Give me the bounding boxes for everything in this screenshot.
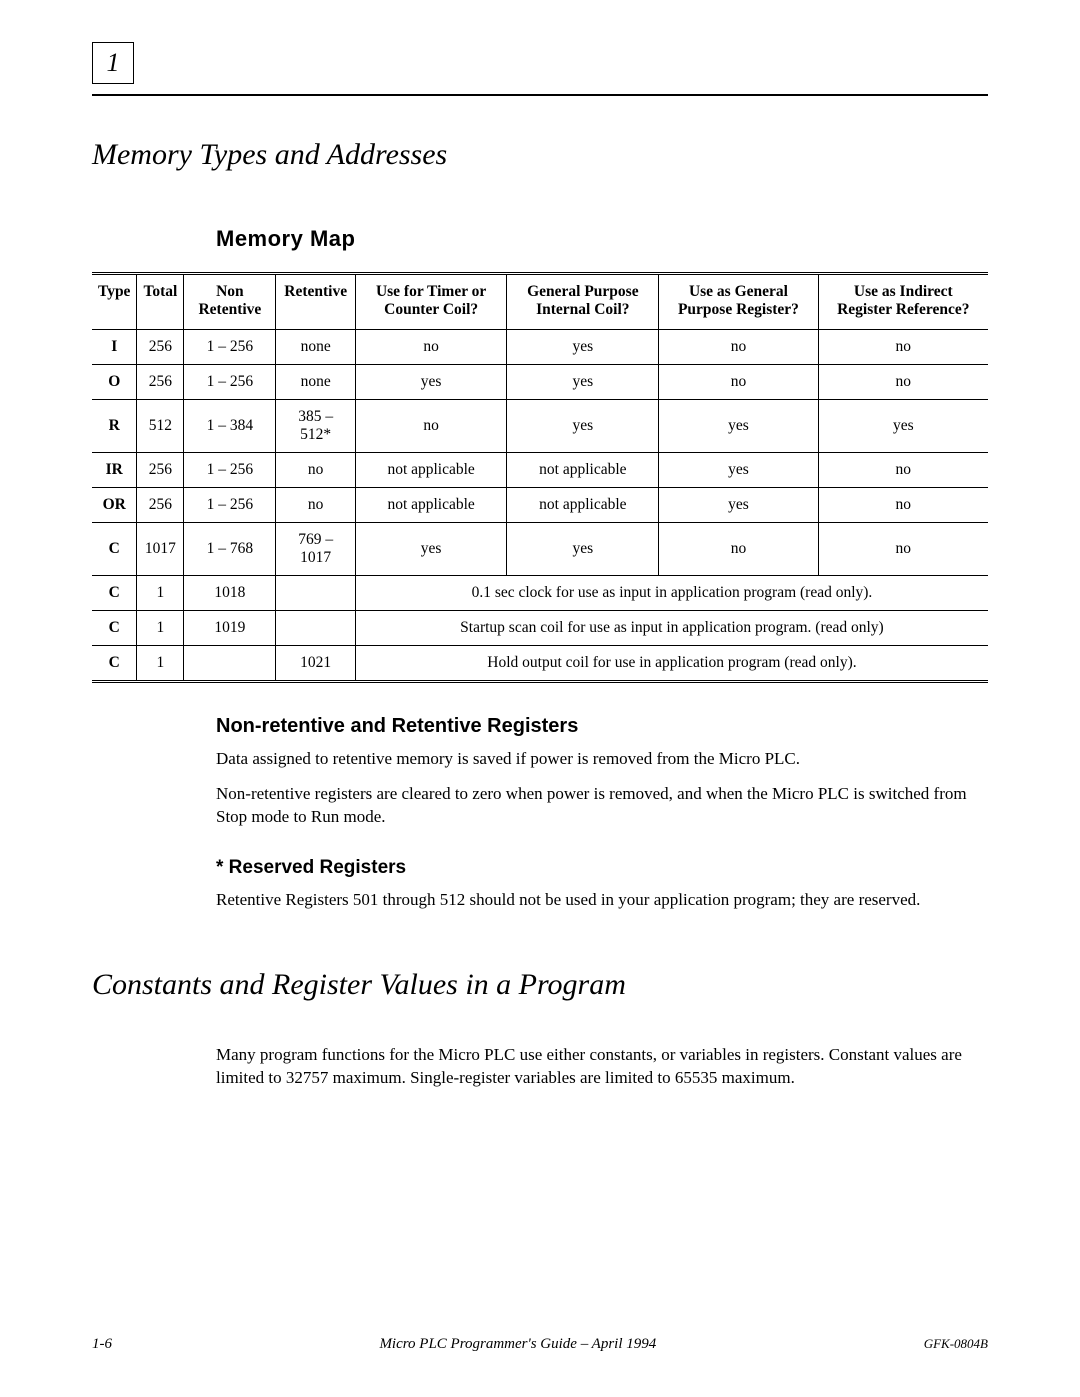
cell-ret: 769 – 1017 xyxy=(276,523,355,576)
cell-gpreg: yes xyxy=(659,453,818,488)
cell-gpcoil: yes xyxy=(507,365,659,400)
subsection-reserved-heading: * Reserved Registers xyxy=(216,857,988,879)
section-title: Memory Types and Addresses xyxy=(92,138,988,172)
cell-gpreg: yes xyxy=(659,400,818,453)
cell-indref: no xyxy=(818,365,988,400)
cell-nonret: 1 – 256 xyxy=(184,365,276,400)
body-paragraph: Many program functions for the Micro PLC… xyxy=(216,1044,988,1090)
cell-gpcoil: not applicable xyxy=(507,453,659,488)
cell-total: 256 xyxy=(137,330,184,365)
cell-timer: yes xyxy=(355,523,506,576)
cell-type: I xyxy=(92,330,137,365)
cell-indref: no xyxy=(818,488,988,523)
cell-indref: no xyxy=(818,523,988,576)
col-gpcoil: General Purpose Internal Coil? xyxy=(507,274,659,330)
cell-ret xyxy=(276,576,355,611)
cell-type: C xyxy=(92,523,137,576)
table-header-row: Type Total Non Retentive Retentive Use f… xyxy=(92,274,988,330)
footer-page-number: 1-6 xyxy=(92,1336,112,1353)
table-note-row: C 1 1018 0.1 sec clock for use as input … xyxy=(92,576,988,611)
cell-gpcoil: yes xyxy=(507,400,659,453)
chapter-number-box: 1 xyxy=(92,42,134,84)
cell-ret: none xyxy=(276,365,355,400)
footer-doc-title: Micro PLC Programmer's Guide – April 199… xyxy=(379,1336,656,1353)
top-rule xyxy=(92,94,988,96)
cell-nonret: 1 – 256 xyxy=(184,488,276,523)
col-retentive: Retentive xyxy=(276,274,355,330)
cell-type: R xyxy=(92,400,137,453)
cell-indref: no xyxy=(818,453,988,488)
cell-timer: no xyxy=(355,400,506,453)
cell-nonret: 1 – 384 xyxy=(184,400,276,453)
table-row: O 256 1 – 256 none yes yes no no xyxy=(92,365,988,400)
cell-total: 1 xyxy=(137,576,184,611)
cell-type: C xyxy=(92,576,137,611)
cell-total: 1 xyxy=(137,611,184,646)
col-total: Total xyxy=(137,274,184,330)
cell-indref: no xyxy=(818,330,988,365)
cell-type: O xyxy=(92,365,137,400)
subsection-nonretentive-heading: Non-retentive and Retentive Registers xyxy=(216,715,988,738)
cell-gpcoil: yes xyxy=(507,330,659,365)
section-title-constants: Constants and Register Values in a Progr… xyxy=(92,968,988,1002)
col-nonret: Non Retentive xyxy=(184,274,276,330)
cell-nonret: 1 – 768 xyxy=(184,523,276,576)
cell-gpreg: no xyxy=(659,330,818,365)
cell-ret: none xyxy=(276,330,355,365)
cell-gpcoil: not applicable xyxy=(507,488,659,523)
table-row: C 1017 1 – 768 769 – 1017 yes yes no no xyxy=(92,523,988,576)
cell-type: IR xyxy=(92,453,137,488)
cell-total: 512 xyxy=(137,400,184,453)
col-gpreg: Use as General Purpose Register? xyxy=(659,274,818,330)
cell-nonret: 1019 xyxy=(184,611,276,646)
memory-map-table: Type Total Non Retentive Retentive Use f… xyxy=(92,272,988,683)
table-row: I 256 1 – 256 none no yes no no xyxy=(92,330,988,365)
cell-type: C xyxy=(92,646,137,682)
memory-map-heading: Memory Map xyxy=(216,226,988,252)
cell-ret xyxy=(276,611,355,646)
page-footer: 1-6 Micro PLC Programmer's Guide – April… xyxy=(92,1336,988,1353)
cell-total: 1 xyxy=(137,646,184,682)
cell-nonret: 1018 xyxy=(184,576,276,611)
cell-ret: 1021 xyxy=(276,646,355,682)
cell-total: 256 xyxy=(137,453,184,488)
cell-nonret xyxy=(184,646,276,682)
cell-timer: not applicable xyxy=(355,453,506,488)
table-note-row: C 1 1021 Hold output coil for use in app… xyxy=(92,646,988,682)
body-paragraph: Retentive Registers 501 through 512 shou… xyxy=(216,889,988,912)
cell-total: 1017 xyxy=(137,523,184,576)
cell-timer: yes xyxy=(355,365,506,400)
body-paragraph: Data assigned to retentive memory is sav… xyxy=(216,748,988,771)
table-note-row: C 1 1019 Startup scan coil for use as in… xyxy=(92,611,988,646)
table-row: R 512 1 – 384 385 – 512* no yes yes yes xyxy=(92,400,988,453)
cell-nonret: 1 – 256 xyxy=(184,330,276,365)
table-row: IR 256 1 – 256 no not applicable not app… xyxy=(92,453,988,488)
cell-nonret: 1 – 256 xyxy=(184,453,276,488)
cell-gpreg: no xyxy=(659,365,818,400)
col-timer: Use for Timer or Counter Coil? xyxy=(355,274,506,330)
cell-type: OR xyxy=(92,488,137,523)
table-body: I 256 1 – 256 none no yes no no O 256 1 … xyxy=(92,330,988,682)
chapter-number: 1 xyxy=(107,48,120,78)
cell-ret: no xyxy=(276,453,355,488)
cell-total: 256 xyxy=(137,488,184,523)
col-type: Type xyxy=(92,274,137,330)
cell-type: C xyxy=(92,611,137,646)
cell-note: Startup scan coil for use as input in ap… xyxy=(355,611,988,646)
cell-gpreg: yes xyxy=(659,488,818,523)
cell-ret: no xyxy=(276,488,355,523)
cell-note: Hold output coil for use in application … xyxy=(355,646,988,682)
cell-indref: yes xyxy=(818,400,988,453)
table-row: OR 256 1 – 256 no not applicable not app… xyxy=(92,488,988,523)
cell-note: 0.1 sec clock for use as input in applic… xyxy=(355,576,988,611)
cell-gpcoil: yes xyxy=(507,523,659,576)
cell-total: 256 xyxy=(137,365,184,400)
col-indref: Use as Indirect Register Reference? xyxy=(818,274,988,330)
body-paragraph: Non-retentive registers are cleared to z… xyxy=(216,783,988,829)
cell-timer: not applicable xyxy=(355,488,506,523)
footer-doc-id: GFK-0804B xyxy=(924,1336,988,1352)
cell-ret: 385 – 512* xyxy=(276,400,355,453)
cell-timer: no xyxy=(355,330,506,365)
cell-gpreg: no xyxy=(659,523,818,576)
